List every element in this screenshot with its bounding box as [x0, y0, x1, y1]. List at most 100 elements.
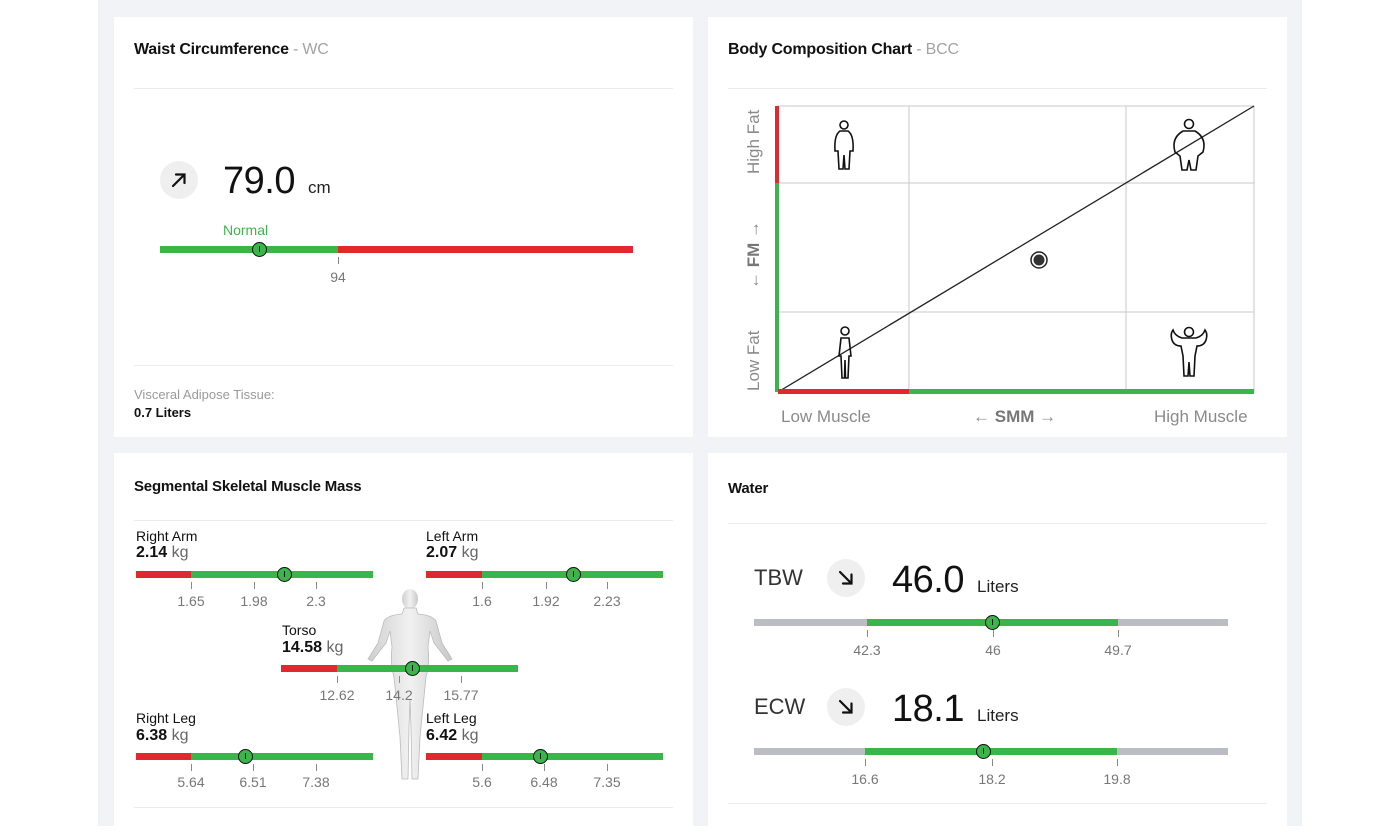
bcc-title: Body Composition Chart — [728, 41, 913, 58]
tick — [461, 676, 462, 683]
arrow-down-right-icon — [827, 688, 865, 726]
tick — [993, 630, 994, 637]
tick — [867, 630, 868, 637]
waist-unit: cm — [308, 178, 331, 197]
right-arm-tick-3: 2.3 — [306, 593, 326, 609]
tick — [316, 764, 317, 771]
left-leg-tick-3: 7.35 — [593, 774, 621, 790]
right-leg-low-bar — [136, 753, 191, 760]
divider — [728, 523, 1267, 524]
left-leg-normal-bar — [482, 753, 663, 760]
ecw-normal-bar — [865, 748, 1117, 755]
left-arm-label: Left Arm — [426, 528, 479, 544]
divider — [728, 88, 1267, 89]
left-leg-label: Left Leg — [426, 710, 477, 726]
left-leg-value: 6.42 kg — [426, 727, 479, 744]
human-body-figure-icon — [367, 589, 453, 780]
ecw-value: 18.1 — [892, 688, 964, 730]
torso-tick-3: 15.77 — [443, 687, 479, 703]
ecw-tick-2: 18.2 — [978, 771, 1006, 787]
left-leg-tick-2: 6.48 — [530, 774, 558, 790]
tbw-tick-3: 49.7 — [1104, 642, 1132, 658]
ecw-label: ECW — [754, 694, 806, 719]
x-axis-high-muscle: High Muscle — [1154, 407, 1248, 426]
right-arm-tick-1: 1.65 — [177, 593, 205, 609]
torso-normal-bar — [337, 665, 518, 672]
divider — [134, 365, 673, 366]
torso-value: 14.58 kg — [282, 639, 344, 656]
ssm-title: Segmental Skeletal Muscle Mass — [134, 478, 362, 495]
waist-title: Waist Circumference — [134, 41, 289, 58]
left-arm-tick-3: 2.23 — [593, 593, 621, 609]
left-arm-low-bar — [426, 571, 482, 578]
tbw-unit: Liters — [977, 577, 1019, 596]
ecw-high-bar — [1117, 748, 1228, 755]
person-obese-icon — [1173, 118, 1205, 171]
right-arm-tick-2: 1.98 — [240, 593, 268, 609]
right-leg-marker — [238, 749, 253, 764]
tick — [607, 764, 608, 771]
tick — [1118, 630, 1119, 637]
water-title: Water — [728, 480, 769, 497]
y-arrow-left: ← — [744, 272, 763, 289]
tick — [482, 582, 483, 589]
left-arm-tick-1: 1.6 — [472, 593, 492, 609]
tick — [253, 764, 254, 771]
tbw-marker — [985, 615, 1000, 630]
torso-marker — [405, 661, 420, 676]
left-arm-value: 2.07 kg — [426, 544, 479, 561]
ecw-marker — [976, 744, 991, 759]
vat-label: Visceral Adipose Tissue: — [134, 387, 275, 402]
tbw-value: 46.0 — [892, 559, 964, 601]
arrow-up-right-icon — [160, 161, 198, 199]
body-composition-card: Body Composition Chart - BCC — [708, 17, 1287, 437]
high-range-bar — [338, 246, 633, 253]
right-leg-tick-2: 6.51 — [239, 774, 267, 790]
tbw-tick-2: 46 — [985, 642, 1001, 658]
waist-marker — [252, 242, 267, 257]
waist-value: 79.0 — [223, 160, 295, 202]
tbw-low-bar — [754, 619, 867, 626]
water-card: Water TBW 46.0 Liters 42.3 46 49.7 ECW 1… — [708, 453, 1287, 833]
tick — [254, 582, 255, 589]
right-leg-tick-3: 7.38 — [302, 774, 330, 790]
x-axis-smm: SMM — [994, 407, 1035, 426]
tbw-label: TBW — [754, 565, 803, 590]
card-title: Waist Circumference - WC — [134, 41, 329, 59]
left-arm-tick-2: 1.92 — [532, 593, 560, 609]
waist-circumference-card: Waist Circumference - WC 79.0 cm Normal … — [114, 17, 693, 437]
person-muscular-icon — [1170, 326, 1208, 377]
waist-abbr: - WC — [293, 41, 329, 58]
card-title: Body Composition Chart - BCC — [728, 41, 959, 59]
x-axis-low-muscle: Low Muscle — [781, 407, 871, 426]
segmental-muscle-card: Segmental Skeletal Muscle Mass Right Arm… — [114, 453, 693, 833]
torso-label: Torso — [282, 622, 317, 638]
ecw-unit: Liters — [977, 706, 1019, 725]
torso-tick-2: 14.2 — [385, 687, 413, 703]
tick — [316, 582, 317, 589]
divider — [134, 807, 673, 808]
torso-tick-1: 12.62 — [319, 687, 355, 703]
tbw-tick-1: 42.3 — [853, 642, 881, 658]
x-arrow-left: ← — [973, 407, 990, 426]
right-leg-label: Right Leg — [136, 710, 196, 726]
divider — [728, 803, 1267, 804]
x-axis-smm-label: ← SMM → — [973, 407, 1056, 427]
tick — [337, 676, 338, 683]
right-arm-low-bar — [136, 571, 191, 578]
left-leg-low-bar — [426, 753, 482, 760]
ecw-tick-1: 16.6 — [851, 771, 879, 787]
y-axis-fm: FM — [744, 242, 763, 268]
y-arrow-right: → — [744, 220, 763, 238]
threshold-label: 94 — [330, 269, 346, 285]
left-leg-marker — [533, 749, 548, 764]
ecw-low-bar — [754, 748, 865, 755]
threshold-tick — [338, 257, 339, 264]
tick — [544, 764, 545, 771]
right-leg-tick-1: 5.64 — [177, 774, 205, 790]
current-position-dot-icon — [1030, 251, 1048, 269]
tick — [607, 582, 608, 589]
arrow-down-right-icon — [827, 559, 865, 597]
tick — [1117, 759, 1118, 766]
bcc-grid — [775, 105, 1255, 394]
